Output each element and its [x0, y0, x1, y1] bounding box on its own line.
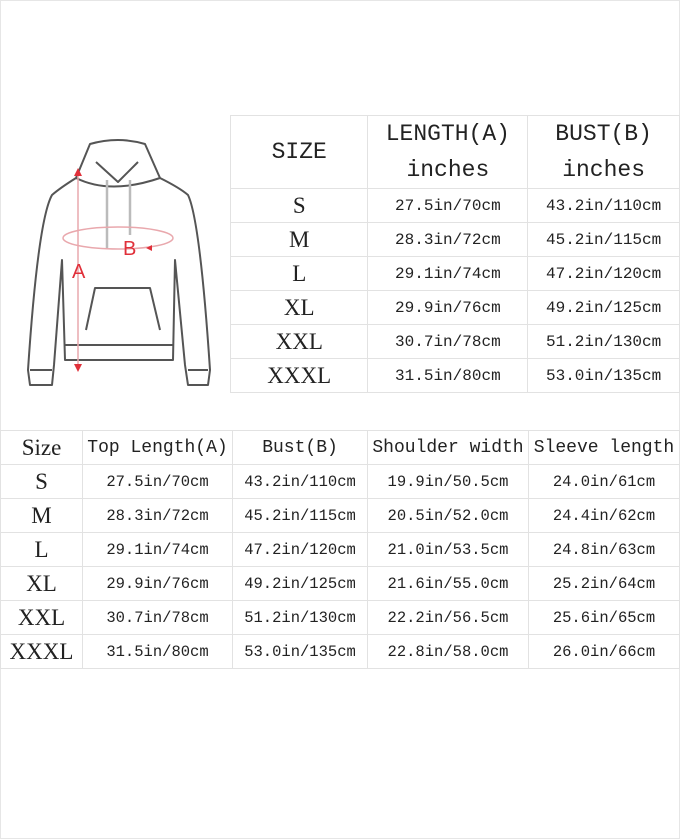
size-cell: M [0, 498, 83, 533]
measurement-cell: 53.0in/135cm [232, 634, 368, 669]
measurement-cell: 31.5in/80cm [82, 634, 233, 669]
measurement-cell: 26.0in/66cm [528, 634, 680, 669]
table-row: M 28.3in/72cm 45.2in/115cm [229, 222, 680, 257]
size-cell: XXXL [0, 634, 83, 669]
header-length-label: LENGTH(A) [385, 121, 510, 147]
measurement-cell: 45.2in/115cm [527, 222, 680, 257]
table-row: L 29.1in/74cm 47.2in/120cm [229, 256, 680, 291]
measurement-cell: 47.2in/120cm [232, 532, 368, 567]
measurement-cell: 28.3in/72cm [82, 498, 233, 533]
size-cell: S [229, 188, 369, 223]
measurement-cell: 30.7in/78cm [82, 600, 233, 635]
measurement-cell: 22.8in/58.0cm [367, 634, 529, 669]
size-cell: XXXL [229, 358, 369, 393]
measurement-cell: 27.5in/70cm [82, 464, 233, 499]
size-cell: XXL [229, 324, 369, 359]
measurement-cell: 51.2in/130cm [527, 324, 680, 359]
table-row: XXXL 31.5in/80cm 53.0in/135cm 22.8in/58.0cm… [0, 634, 680, 669]
measurement-cell: 24.4in/62cm [528, 498, 680, 533]
header-size: SIZE [229, 115, 369, 189]
measurement-cell: 29.9in/76cm [82, 566, 233, 601]
measurement-cell: 22.2in/56.5cm [367, 600, 529, 635]
measurement-cell: 21.0in/53.5cm [367, 532, 529, 567]
table-row: XXXL 31.5in/80cm 53.0in/135cm [229, 358, 680, 393]
table-row: S 27.5in/70cm 43.2in/110cm [229, 188, 680, 223]
size-cell: L [229, 256, 369, 291]
measurement-cell: 24.0in/61cm [528, 464, 680, 499]
measurement-cell: 25.2in/64cm [528, 566, 680, 601]
label-b: B [123, 238, 136, 260]
measurement-cell: 49.2in/125cm [232, 566, 368, 601]
size-cell: XL [0, 566, 83, 601]
size-cell: S [0, 464, 83, 499]
header-top-length: Top Length(A) [82, 430, 233, 465]
table-row: M 28.3in/72cm 45.2in/115cm 20.5in/52.0cm 24.… [0, 498, 680, 533]
measurement-cell: 29.1in/74cm [367, 256, 529, 291]
measurement-cell: 49.2in/125cm [527, 290, 680, 325]
table-row: XXL 30.7in/78cm 51.2in/130cm 22.2in/56.5cm 2… [0, 600, 680, 635]
table-row: S 27.5in/70cm 43.2in/110cm 19.9in/50.5cm 24.… [0, 464, 680, 499]
measurement-cell: 29.1in/74cm [82, 532, 233, 567]
measurement-cell: 51.2in/130cm [232, 600, 368, 635]
measurement-cell: 28.3in/72cm [367, 222, 529, 257]
measurement-cell: 30.7in/78cm [367, 324, 529, 359]
measurement-cell: 43.2in/110cm [527, 188, 680, 223]
measurement-cell: 47.2in/120cm [527, 256, 680, 291]
header-bust-label: BUST(B) [555, 121, 652, 147]
table-header-row: Size Top Length(A) Bust(B) Shoulder widt… [0, 430, 680, 465]
size-table-summary: SIZE LENGTH(A) inches BUST(B) inches S 27.5… [229, 115, 680, 393]
header-bust: Bust(B) [232, 430, 368, 465]
header-length-unit: inches [406, 157, 490, 183]
header-shoulder-width: Shoulder width [367, 430, 529, 465]
size-cell: XL [229, 290, 369, 325]
size-cell: XXL [0, 600, 83, 635]
measurement-cell: 20.5in/52.0cm [367, 498, 529, 533]
table-header-row: SIZE LENGTH(A) inches BUST(B) inches [229, 115, 680, 189]
header-bust-unit: inches [562, 157, 646, 183]
size-cell: M [229, 222, 369, 257]
table-row: XXL 30.7in/78cm 51.2in/130cm [229, 324, 680, 359]
header-length: LENGTH(A) inches [367, 115, 529, 189]
measurement-cell: 43.2in/110cm [232, 464, 368, 499]
table-row: XL 29.9in/76cm 49.2in/125cm [229, 290, 680, 325]
size-cell: L [0, 532, 83, 567]
measurement-cell: 19.9in/50.5cm [367, 464, 529, 499]
table-row: XL 29.9in/76cm 49.2in/125cm 21.6in/55.0cm 25… [0, 566, 680, 601]
measurement-cell: 24.8in/63cm [528, 532, 680, 567]
measurement-cell: 53.0in/135cm [527, 358, 680, 393]
size-table-detailed: Size Top Length(A) Bust(B) Shoulder widt… [0, 430, 680, 669]
measurement-cell: 21.6in/55.0cm [367, 566, 529, 601]
header-size: Size [0, 430, 83, 465]
measurement-cell: 31.5in/80cm [367, 358, 529, 393]
header-sleeve-length: Sleeve length [528, 430, 680, 465]
measurement-cell: 29.9in/76cm [367, 290, 529, 325]
measurement-cell: 27.5in/70cm [367, 188, 529, 223]
label-a: A [72, 261, 86, 283]
hoodie-measurement-diagram: A B [27, 139, 211, 386]
measurement-cell: 25.6in/65cm [528, 600, 680, 635]
header-bust: BUST(B) inches [527, 115, 680, 189]
table-row: L 29.1in/74cm 47.2in/120cm 21.0in/53.5cm 24.… [0, 532, 680, 567]
measurement-cell: 45.2in/115cm [232, 498, 368, 533]
